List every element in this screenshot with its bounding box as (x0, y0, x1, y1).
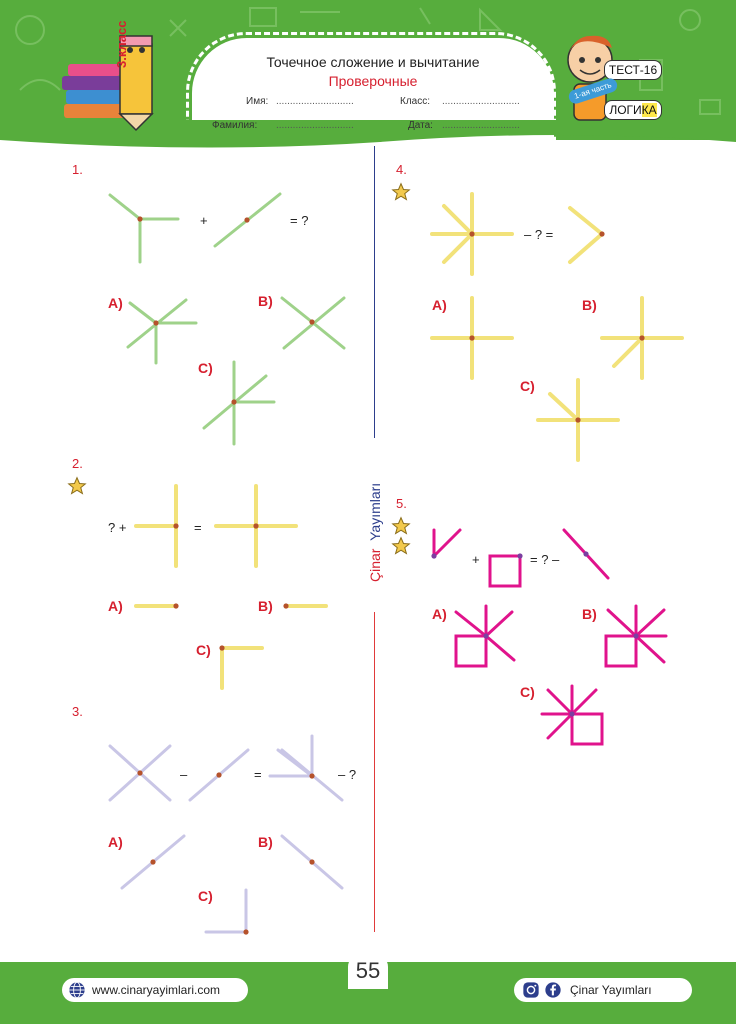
svg-text:Çinar Yayımları: Çinar Yayımları (367, 483, 383, 582)
q3-option-a[interactable]: A) (108, 834, 123, 850)
logic-text-a: ЛОГИ (609, 103, 642, 117)
column-divider-top (374, 146, 375, 438)
facebook-icon[interactable] (544, 981, 562, 999)
books-pencil-mascot-icon (62, 35, 154, 132)
brand-name-a: Çinar (367, 548, 383, 582)
q4-number: 4. (396, 162, 407, 177)
brand-vertical: Çinar Yayımları (367, 483, 383, 582)
q3-option-c[interactable]: C) (198, 888, 213, 904)
logic-badge: ЛОГИКА (604, 100, 662, 120)
header-dashed-frame (186, 32, 556, 150)
date-field[interactable]: ............................ (442, 120, 520, 131)
q3-equals: = (254, 767, 262, 782)
q4-option-c[interactable]: C) (520, 378, 535, 394)
date-label: Дата: (408, 120, 433, 131)
website-pill[interactable]: www.cinaryayimlari.com (62, 978, 248, 1002)
page-subtitle: Проверочные (328, 73, 418, 89)
q3-tail: – ? (338, 767, 357, 782)
q2-option-a[interactable]: A) (108, 598, 123, 614)
page-number: 55 (348, 953, 388, 989)
social-pill[interactable]: Çinar Yayımları (514, 978, 692, 1002)
q2-option-c[interactable]: C) (196, 642, 211, 658)
social-name[interactable]: Çinar Yayımları (570, 983, 652, 997)
q2-star-icon (67, 476, 87, 495)
name-label: Имя: (246, 96, 269, 107)
page-title: Точечное сложение и вычитание (266, 54, 480, 70)
surname-field[interactable]: ............................ (276, 120, 354, 131)
website-link[interactable]: www.cinaryayimlari.com (92, 983, 221, 997)
q5-option-c[interactable]: C) (520, 684, 535, 700)
q5-number: 5. (396, 496, 407, 511)
q5-equals: = ? – (530, 552, 560, 567)
class-field[interactable]: ............................ (442, 96, 520, 107)
q4-option-a[interactable]: A) (432, 297, 447, 313)
q2-lead: ? + (108, 520, 127, 535)
q5-plus: + (472, 552, 480, 567)
q1-option-b[interactable]: B) (258, 293, 273, 309)
header-wave (0, 120, 736, 148)
q1-option-c[interactable]: C) (198, 360, 213, 376)
name-field[interactable]: ............................ (276, 96, 354, 107)
brand-name-b: Yayımları (367, 483, 383, 541)
q5-star-icon-2 (391, 536, 411, 555)
test-badge: ТЕСТ-16 (604, 60, 662, 80)
q3-minus: – (180, 767, 188, 782)
q2-equals: = (194, 520, 202, 535)
q4-star-icon (391, 182, 411, 201)
globe-icon (69, 981, 85, 999)
q1-plus: + (200, 213, 208, 228)
surname-label: Фамилия: (212, 120, 258, 131)
column-divider-bottom (374, 612, 375, 932)
class-label: Класс: (400, 96, 430, 107)
q1-option-a[interactable]: A) (108, 295, 123, 311)
q3-number: 3. (72, 704, 83, 719)
q1-equals: = ? (290, 213, 309, 228)
q5-star-icon-1 (391, 516, 411, 535)
q1-number: 1. (72, 162, 83, 177)
q4-option-b[interactable]: B) (582, 297, 597, 313)
q2-number: 2. (72, 456, 83, 471)
q5-option-a[interactable]: A) (432, 606, 447, 622)
q5-option-b[interactable]: B) (582, 606, 597, 622)
q4-equals: – ? = (524, 227, 554, 242)
logic-text-b: КА (641, 103, 657, 117)
q2-option-b[interactable]: B) (258, 598, 273, 614)
q3-option-b[interactable]: B) (258, 834, 273, 850)
instagram-icon[interactable] (522, 981, 540, 999)
